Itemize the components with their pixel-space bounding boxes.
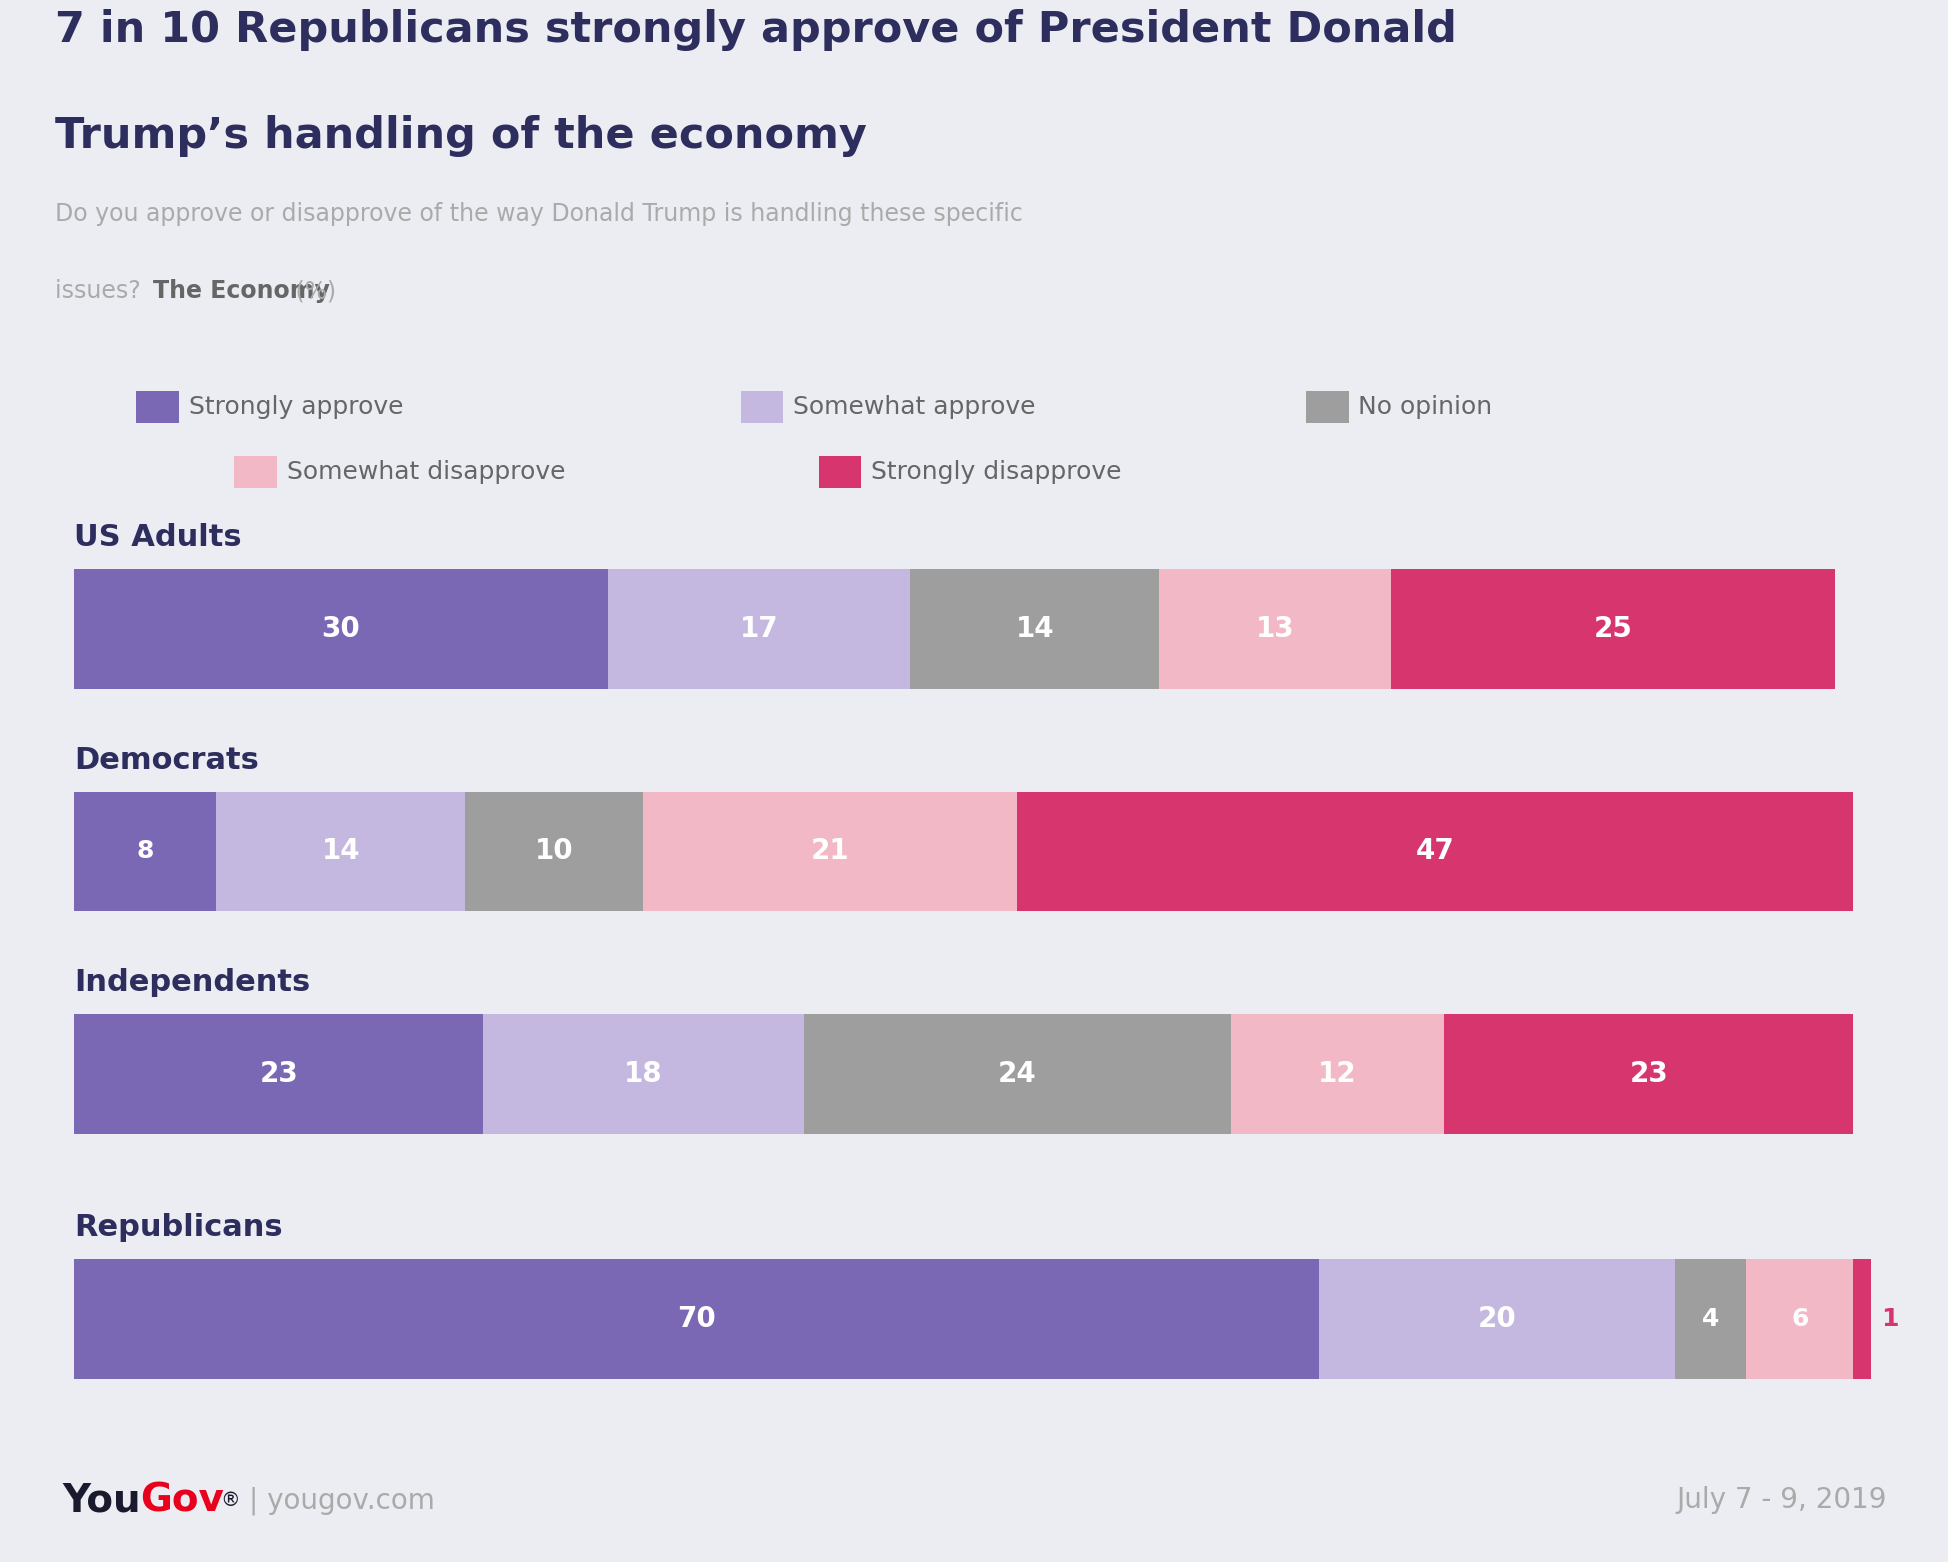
Text: | yougov.com: | yougov.com: [249, 1485, 434, 1515]
Bar: [74, 792, 216, 911]
Bar: [1675, 1259, 1745, 1379]
Bar: [234, 456, 277, 487]
Text: 1: 1: [1880, 1307, 1897, 1331]
Text: 4: 4: [1701, 1307, 1718, 1331]
Text: issues?: issues?: [55, 280, 148, 303]
Text: 47: 47: [1414, 837, 1453, 865]
Bar: [1305, 390, 1348, 423]
Bar: [818, 456, 861, 487]
Bar: [1745, 1259, 1853, 1379]
Bar: [1017, 792, 1853, 911]
Text: No opinion: No opinion: [1358, 395, 1492, 419]
Bar: [740, 390, 783, 423]
Text: Gov: Gov: [140, 1481, 224, 1520]
Text: (%): (%): [288, 280, 335, 303]
Text: Independents: Independents: [74, 968, 310, 997]
Text: 7 in 10 Republicans strongly approve of President Donald: 7 in 10 Republicans strongly approve of …: [55, 9, 1455, 52]
Text: 14: 14: [321, 837, 360, 865]
Text: 25: 25: [1593, 615, 1632, 644]
Bar: [643, 792, 1017, 911]
Text: Trump’s handling of the economy: Trump’s handling of the economy: [55, 114, 867, 156]
Text: The Economy: The Economy: [152, 280, 329, 303]
Bar: [136, 390, 179, 423]
Bar: [910, 570, 1159, 689]
Text: Strongly approve: Strongly approve: [189, 395, 403, 419]
Text: Somewhat approve: Somewhat approve: [793, 395, 1034, 419]
Text: 14: 14: [1015, 615, 1054, 644]
Bar: [1391, 570, 1835, 689]
Text: Democrats: Democrats: [74, 745, 259, 775]
Text: Do you approve or disapprove of the way Donald Trump is handling these specific: Do you approve or disapprove of the way …: [55, 201, 1023, 225]
Text: Somewhat disapprove: Somewhat disapprove: [286, 459, 565, 484]
Bar: [216, 792, 466, 911]
Text: US Adults: US Adults: [74, 523, 242, 553]
Text: 24: 24: [997, 1059, 1036, 1087]
Bar: [1159, 570, 1391, 689]
Text: 6: 6: [1790, 1307, 1808, 1331]
Text: You: You: [62, 1481, 140, 1520]
Text: 8: 8: [136, 839, 154, 864]
Text: 18: 18: [623, 1059, 662, 1087]
Bar: [74, 1259, 1319, 1379]
Text: 13: 13: [1255, 615, 1293, 644]
Text: July 7 - 9, 2019: July 7 - 9, 2019: [1675, 1487, 1886, 1515]
Text: 23: 23: [259, 1059, 298, 1087]
Text: 70: 70: [678, 1304, 715, 1332]
Text: Republicans: Republicans: [74, 1214, 282, 1242]
Text: 21: 21: [810, 837, 849, 865]
Text: 10: 10: [536, 837, 573, 865]
Bar: [608, 570, 910, 689]
Bar: [74, 1014, 483, 1134]
Bar: [1443, 1014, 1853, 1134]
Bar: [483, 1014, 803, 1134]
Text: Strongly disapprove: Strongly disapprove: [871, 459, 1122, 484]
Bar: [803, 1014, 1229, 1134]
Text: 12: 12: [1317, 1059, 1356, 1087]
Text: ®: ®: [220, 1490, 240, 1510]
Text: 17: 17: [740, 615, 777, 644]
Bar: [1319, 1259, 1675, 1379]
Bar: [1853, 1259, 1870, 1379]
Bar: [74, 570, 608, 689]
Bar: [1229, 1014, 1443, 1134]
Text: 20: 20: [1477, 1304, 1516, 1332]
Bar: [466, 792, 643, 911]
Text: 23: 23: [1629, 1059, 1667, 1087]
Text: 30: 30: [321, 615, 360, 644]
